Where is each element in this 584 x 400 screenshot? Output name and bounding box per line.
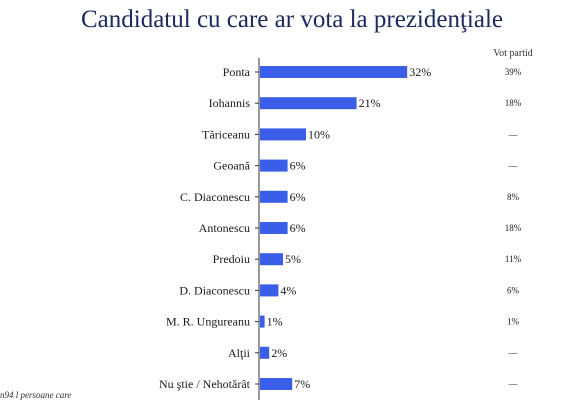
category-label: Alţii	[228, 346, 251, 360]
party-vote-value: —	[508, 161, 519, 171]
party-vote-value: 8%	[507, 192, 520, 202]
party-vote-value: 39%	[505, 67, 522, 77]
bar	[260, 222, 288, 234]
bar	[260, 66, 408, 78]
bar	[260, 378, 293, 390]
bar	[260, 128, 306, 141]
category-label: Predoiu	[213, 252, 250, 266]
party-vote-value: —	[508, 129, 519, 139]
value-label: 5%	[285, 252, 301, 266]
bar	[260, 190, 288, 203]
bar	[260, 284, 279, 297]
footnote: n94 l persoane care	[0, 390, 72, 400]
category-label: M. R. Ungureanu	[166, 315, 250, 329]
bar	[260, 346, 270, 359]
value-label: 32%	[409, 65, 431, 79]
chart-title: Candidatul cu care ar vota la prezidenţi…	[80, 6, 503, 33]
value-label: 2%	[271, 346, 287, 360]
value-label: 4%	[280, 283, 296, 297]
value-label: 6%	[290, 221, 306, 235]
party-vote-header: Vot partid	[493, 48, 533, 59]
value-label: 1%	[267, 315, 283, 329]
category-label: Tăriceanu	[202, 127, 250, 141]
party-vote-value: —	[508, 348, 519, 358]
party-vote-value: 6%	[507, 285, 520, 295]
value-label: 10%	[308, 127, 330, 141]
value-label: 21%	[359, 96, 381, 110]
category-label: Nu ştie / Nehotărât	[159, 377, 251, 391]
value-label: 7%	[294, 377, 310, 391]
party-vote-value: 1%	[507, 317, 520, 327]
party-vote-value: 18%	[505, 98, 522, 108]
bar	[260, 253, 283, 266]
bar	[260, 159, 288, 172]
category-label: Geoană	[213, 159, 250, 173]
party-vote-value: —	[508, 379, 519, 389]
value-label: 6%	[290, 190, 306, 204]
category-label: C. Diaconescu	[180, 190, 250, 204]
category-label: Ponta	[223, 65, 251, 79]
bar	[260, 315, 265, 328]
category-label: Iohannis	[209, 96, 251, 110]
bar	[260, 97, 357, 110]
party-vote-value: 18%	[505, 223, 522, 233]
value-label: 6%	[290, 159, 306, 173]
category-label: D. Diaconescu	[179, 283, 250, 297]
party-vote-value: 11%	[505, 254, 522, 264]
category-label: Antonescu	[199, 221, 250, 235]
